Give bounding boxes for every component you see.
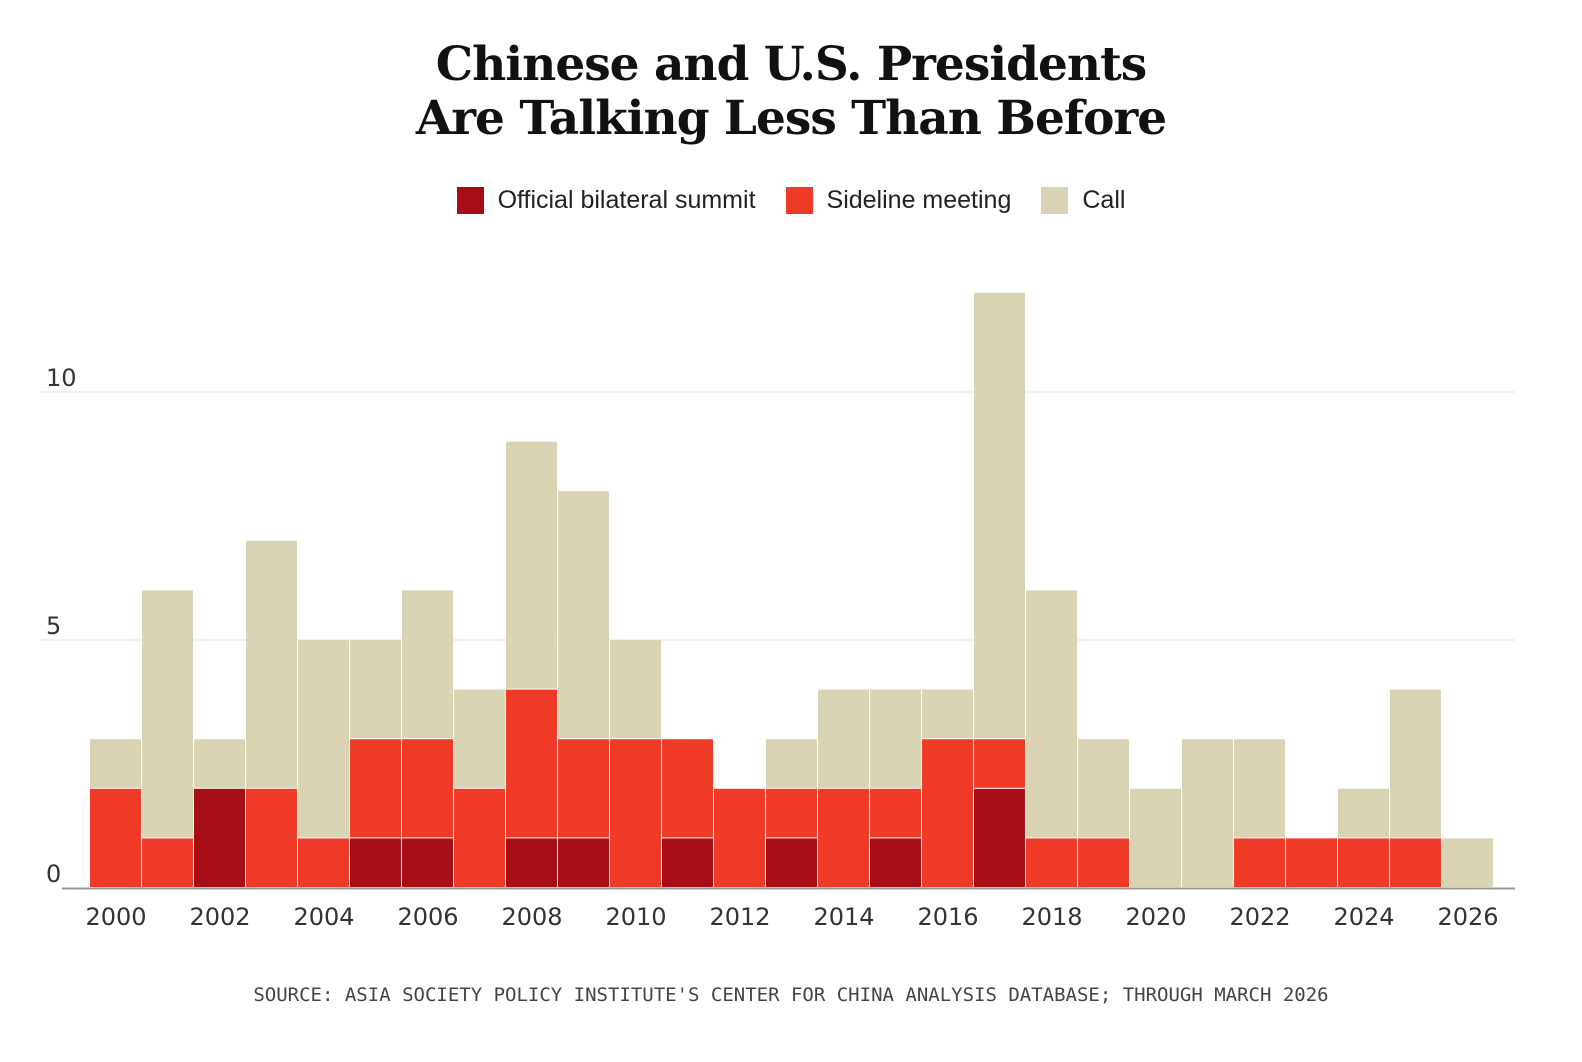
bar-call-2009 bbox=[558, 491, 609, 739]
bar-sideline-2003 bbox=[246, 788, 297, 887]
legend-label-summit: Official bilateral summit bbox=[497, 186, 756, 214]
x-tick-label-2000: 2000 bbox=[85, 903, 146, 931]
bar-sideline-2017 bbox=[974, 739, 1025, 788]
chart-title-line-2: Are Talking Less Than Before bbox=[415, 91, 1167, 146]
bar-call-2007 bbox=[454, 689, 505, 788]
bar-call-2000 bbox=[90, 739, 141, 788]
bar-summit-2002 bbox=[194, 788, 245, 887]
x-tick-label-2008: 2008 bbox=[501, 903, 562, 931]
y-tick-label-10: 10 bbox=[46, 364, 77, 392]
bar-summit-2015 bbox=[870, 838, 921, 887]
source-note: SOURCE: ASIA SOCIETY POLICY INSTITUTE'S … bbox=[253, 984, 1329, 1006]
bar-sideline-2008 bbox=[506, 689, 557, 838]
legend-swatch-call bbox=[1041, 187, 1069, 214]
x-tick-label-2022: 2022 bbox=[1229, 903, 1290, 931]
x-tick-label-2024: 2024 bbox=[1333, 903, 1394, 931]
bar-summit-2009 bbox=[558, 838, 609, 887]
bar-sideline-2022 bbox=[1234, 838, 1285, 887]
bar-sideline-2015 bbox=[870, 788, 921, 838]
bar-call-2010 bbox=[610, 640, 661, 739]
legend-item-summit: Official bilateral summit bbox=[456, 186, 756, 215]
bar-call-2004 bbox=[298, 640, 349, 838]
bar-call-2026 bbox=[1442, 838, 1493, 887]
bar-call-2003 bbox=[246, 540, 297, 788]
bar-call-2015 bbox=[870, 689, 921, 788]
bar-sideline-2025 bbox=[1390, 838, 1441, 887]
y-tick-label-5: 5 bbox=[46, 612, 61, 640]
bar-summit-2005 bbox=[350, 838, 401, 887]
x-tick-label-2018: 2018 bbox=[1021, 903, 1082, 931]
bar-call-2006 bbox=[402, 590, 453, 739]
bar-call-2005 bbox=[350, 640, 401, 739]
bar-sideline-2012 bbox=[714, 788, 765, 887]
bar-call-2022 bbox=[1234, 739, 1285, 838]
x-tick-label-2006: 2006 bbox=[397, 903, 458, 931]
bar-summit-2006 bbox=[402, 838, 453, 887]
bar-sideline-2007 bbox=[454, 788, 505, 887]
bar-call-2017 bbox=[974, 292, 1025, 739]
bar-call-2013 bbox=[766, 739, 817, 788]
bar-summit-2011 bbox=[662, 838, 713, 887]
legend-label-sideline: Sideline meeting bbox=[826, 186, 1012, 214]
legend-swatch-sideline bbox=[785, 187, 813, 214]
bar-call-2001 bbox=[142, 590, 193, 838]
bar-call-2021 bbox=[1182, 739, 1233, 887]
bar-call-2002 bbox=[194, 739, 245, 788]
bar-sideline-2013 bbox=[766, 788, 817, 838]
x-tick-label-2020: 2020 bbox=[1125, 903, 1186, 931]
x-tick-label-2010: 2010 bbox=[605, 903, 666, 931]
bar-summit-2008 bbox=[506, 838, 557, 887]
bar-sideline-2023 bbox=[1286, 838, 1337, 887]
x-tick-label-2012: 2012 bbox=[709, 903, 770, 931]
bar-call-2024 bbox=[1338, 788, 1389, 838]
x-tick-label-2014: 2014 bbox=[813, 903, 874, 931]
bar-sideline-2016 bbox=[922, 739, 973, 887]
bar-call-2008 bbox=[506, 441, 557, 689]
bar-sideline-2011 bbox=[662, 739, 713, 838]
x-tick-label-2004: 2004 bbox=[293, 903, 354, 931]
bar-call-2014 bbox=[818, 689, 869, 788]
x-tick-label-2002: 2002 bbox=[189, 903, 250, 931]
bar-call-2025 bbox=[1390, 689, 1441, 838]
bar-sideline-2019 bbox=[1078, 838, 1129, 887]
bar-sideline-2024 bbox=[1338, 838, 1389, 887]
chart-title: Chinese and U.S. Presidents Are Talking … bbox=[0, 38, 1582, 146]
bar-sideline-2005 bbox=[350, 739, 401, 838]
bar-call-2020 bbox=[1130, 788, 1181, 887]
bar-summit-2013 bbox=[766, 838, 817, 887]
bar-sideline-2014 bbox=[818, 788, 869, 887]
legend-label-call: Call bbox=[1082, 186, 1126, 214]
legend-item-sideline: Sideline meeting bbox=[785, 186, 1012, 215]
bar-call-2016 bbox=[922, 689, 973, 739]
bar-sideline-2006 bbox=[402, 739, 453, 838]
bar-sideline-2010 bbox=[610, 739, 661, 887]
bar-sideline-2000 bbox=[90, 788, 141, 887]
legend-swatch-summit bbox=[456, 187, 484, 214]
legend-item-call: Call bbox=[1041, 186, 1125, 215]
chart-title-line-1: Chinese and U.S. Presidents bbox=[435, 37, 1148, 92]
bar-sideline-2004 bbox=[298, 838, 349, 887]
bar-summit-2017 bbox=[974, 788, 1025, 887]
bar-call-2018 bbox=[1026, 590, 1077, 838]
bar-sideline-2018 bbox=[1026, 838, 1077, 887]
y-tick-label-0: 0 bbox=[46, 860, 61, 888]
bar-sideline-2009 bbox=[558, 739, 609, 838]
bar-call-2019 bbox=[1078, 739, 1129, 838]
x-tick-label-2026: 2026 bbox=[1437, 903, 1498, 931]
chart-legend: Official bilateral summit Sideline meeti… bbox=[0, 186, 1582, 215]
x-tick-label-2016: 2016 bbox=[917, 903, 978, 931]
bar-sideline-2001 bbox=[142, 838, 193, 887]
